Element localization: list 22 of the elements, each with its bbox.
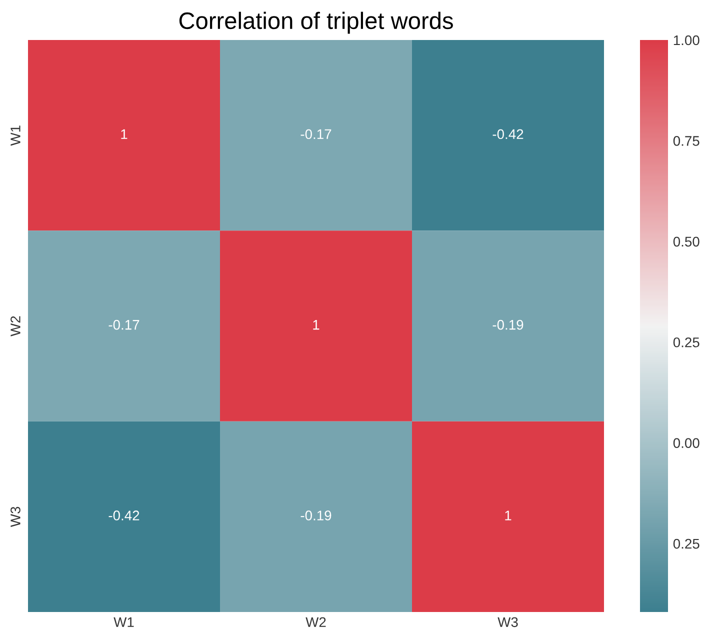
x-tick-label: W2	[306, 617, 326, 627]
data-label: -0.19	[300, 510, 332, 520]
data-label: -0.42	[108, 510, 140, 520]
chart-title: Correlation of triplet words	[179, 12, 453, 34]
data-label: -0.17	[108, 320, 140, 330]
data-label: 1	[505, 510, 512, 520]
data-label: 1	[313, 320, 320, 330]
y-tick-label: W1	[10, 126, 20, 146]
color-bar-label: 0.25	[673, 337, 700, 348]
x-tick-label: W3	[498, 617, 518, 628]
color-bar-label: 1.00	[674, 35, 700, 46]
color-bar-label: 0.00	[673, 438, 700, 448]
y-tick-label: W2	[10, 316, 20, 336]
y-tick-label: W3	[10, 506, 20, 528]
data-label: 1	[121, 129, 128, 139]
data-label: -0.17	[300, 129, 332, 140]
color-bar-label: 0.75	[673, 136, 700, 146]
color-bar-label: 0.50	[673, 236, 700, 247]
data-label: -0.42	[492, 129, 524, 140]
x-tick-label: W1	[114, 617, 134, 627]
data-label: -0.19	[492, 320, 524, 330]
color-bar-label: 0.25	[673, 538, 700, 549]
